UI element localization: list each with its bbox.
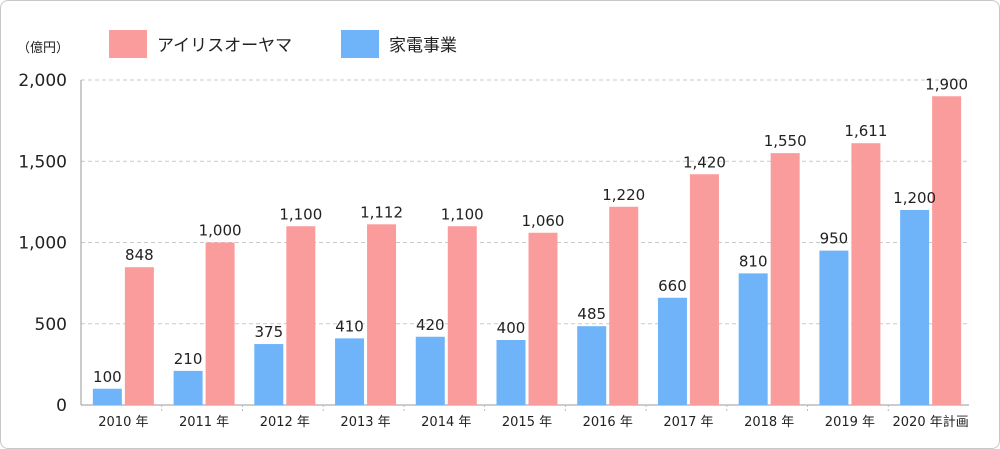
x-tick-label: 2016 年 xyxy=(583,415,633,430)
data-label: 950 xyxy=(820,230,849,248)
bar-iris xyxy=(447,226,477,405)
bar-iris xyxy=(689,174,719,405)
data-label: 375 xyxy=(254,323,283,341)
data-label: 1,200 xyxy=(893,189,936,207)
bar-iris xyxy=(286,226,316,405)
data-label: 1,420 xyxy=(683,153,726,171)
bar-kaden xyxy=(92,388,122,405)
bar-kaden xyxy=(577,326,607,405)
bar-kaden xyxy=(900,210,930,405)
data-label: 1,220 xyxy=(602,186,645,204)
x-tick-label: 2013 年 xyxy=(340,415,390,430)
data-label: 1,611 xyxy=(844,122,887,140)
bar-iris xyxy=(205,242,235,405)
data-label: 100 xyxy=(93,368,122,386)
y-tick-label: 2,000 xyxy=(18,71,67,91)
bar-iris xyxy=(770,153,800,405)
data-label: 1,060 xyxy=(522,212,565,230)
x-tick-label: 2012 年 xyxy=(260,415,310,430)
legend-swatch xyxy=(341,30,379,58)
x-tick-label: 2020 年計画 xyxy=(893,414,969,430)
data-label: 1,550 xyxy=(764,132,807,150)
x-tick-label: 2011 年 xyxy=(179,415,229,430)
bar-iris xyxy=(124,267,154,405)
x-tick-label: 2019 年 xyxy=(825,415,875,430)
legend-swatch xyxy=(109,30,147,58)
bar-iris xyxy=(367,224,397,405)
legend-label: 家電事業 xyxy=(389,36,457,56)
x-tick-label: 2014 年 xyxy=(421,415,471,430)
x-tick-label: 2010 年 xyxy=(98,415,148,430)
y-tick-label: 0 xyxy=(56,396,67,416)
bar-kaden xyxy=(738,273,768,405)
data-label: 410 xyxy=(335,317,364,335)
data-label: 660 xyxy=(658,277,687,295)
data-label: 400 xyxy=(497,319,526,337)
bar-kaden xyxy=(415,336,445,405)
data-label: 1,900 xyxy=(925,75,968,93)
unit-label: （億円） xyxy=(17,40,69,56)
bar-kaden xyxy=(335,338,365,405)
bar-kaden xyxy=(173,370,203,405)
data-label: 420 xyxy=(416,316,445,334)
data-label: 1,100 xyxy=(279,205,322,223)
data-label: 485 xyxy=(577,305,606,323)
y-tick-label: 1,500 xyxy=(18,152,67,172)
data-label: 810 xyxy=(739,252,768,270)
data-label: 210 xyxy=(174,350,203,368)
bar-kaden xyxy=(819,250,849,405)
bar-iris xyxy=(932,96,962,405)
bar-kaden xyxy=(254,344,284,405)
bar-iris xyxy=(851,143,881,405)
bar-iris xyxy=(528,232,558,405)
bar-kaden xyxy=(496,340,526,405)
y-tick-label: 500 xyxy=(35,315,67,335)
x-tick-label: 2018 年 xyxy=(744,415,794,430)
x-tick-label: 2017 年 xyxy=(663,415,713,430)
bar-kaden xyxy=(657,297,687,405)
legend-label: アイリスオーヤマ xyxy=(157,36,292,56)
data-label: 848 xyxy=(125,246,154,264)
data-label: 1,100 xyxy=(441,205,484,223)
data-label: 1,112 xyxy=(360,203,403,221)
y-tick-label: 1,000 xyxy=(18,234,67,254)
bar-iris xyxy=(609,206,639,405)
x-tick-label: 2015 年 xyxy=(502,415,552,430)
data-label: 1,000 xyxy=(199,222,242,240)
